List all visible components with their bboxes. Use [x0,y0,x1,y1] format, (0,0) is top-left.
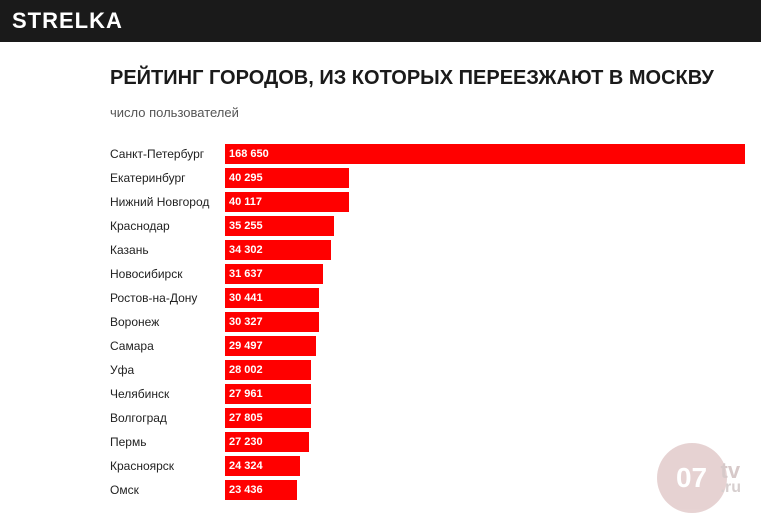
bar-row: Омск23 436 [110,478,745,502]
bar-row: Воронеж30 327 [110,310,745,334]
city-label: Санкт-Петербург [110,147,225,161]
bar-track: 27 961 [225,384,745,404]
bar-row: Казань34 302 [110,238,745,262]
bar-value: 40 117 [225,196,262,208]
bar: 40 295 [225,168,349,188]
city-label: Челябинск [110,387,225,401]
chart-title: РЕЙТИНГ ГОРОДОВ, ИЗ КОТОРЫХ ПЕРЕЕЗЖАЮТ В… [110,66,745,91]
bar-value: 27 230 [225,436,263,448]
city-label: Волгоград [110,411,225,425]
bar: 35 255 [225,216,334,236]
bar-track: 35 255 [225,216,745,236]
header-bar: STRELKA [0,0,761,42]
bar-track: 168 650 [225,144,745,164]
bar: 29 497 [225,336,316,356]
bar-track: 40 295 [225,168,745,188]
bar-row: Пермь27 230 [110,430,745,454]
bar-row: Уфа28 002 [110,358,745,382]
bar: 34 302 [225,240,331,260]
bar-value: 27 805 [225,412,263,424]
city-label: Краснодар [110,219,225,233]
bar: 168 650 [225,144,745,164]
bar-rows-container: Санкт-Петербург168 650Екатеринбург40 295… [110,142,745,502]
bar-track: 30 441 [225,288,745,308]
city-label: Нижний Новгород [110,195,225,209]
bar-track: 29 497 [225,336,745,356]
bar: 27 230 [225,432,309,452]
city-label: Омск [110,483,225,497]
bar-track: 30 327 [225,312,745,332]
bar-track: 31 637 [225,264,745,284]
bar-row: Челябинск27 961 [110,382,745,406]
bar: 27 805 [225,408,311,428]
bar: 28 002 [225,360,311,380]
brand-logo: STRELKA [12,8,749,34]
bar-track: 34 302 [225,240,745,260]
bar-value: 31 637 [225,268,263,280]
city-label: Новосибирск [110,267,225,281]
bar-value: 30 327 [225,316,263,328]
city-label: Самара [110,339,225,353]
bar-row: Краснодар35 255 [110,214,745,238]
bar-row: Красноярск24 324 [110,454,745,478]
main-content: РЕЙТИНГ ГОРОДОВ, ИЗ КОТОРЫХ ПЕРЕЕЗЖАЮТ В… [0,42,761,502]
bar-value: 28 002 [225,364,263,376]
bar-row: Самара29 497 [110,334,745,358]
bar-value: 34 302 [225,244,263,256]
bar-track: 24 324 [225,456,745,476]
bar-track: 40 117 [225,192,745,212]
bar-value: 23 436 [225,484,263,496]
bar: 31 637 [225,264,323,284]
city-label: Екатеринбург [110,171,225,185]
bar-track: 27 230 [225,432,745,452]
bar-row: Новосибирск31 637 [110,262,745,286]
bar: 30 327 [225,312,319,332]
bar-value: 30 441 [225,292,263,304]
bar: 30 441 [225,288,319,308]
bar-value: 40 295 [225,172,263,184]
bar: 40 117 [225,192,349,212]
bar-row: Санкт-Петербург168 650 [110,142,745,166]
bar-track: 28 002 [225,360,745,380]
bar-row: Нижний Новгород40 117 [110,190,745,214]
city-label: Красноярск [110,459,225,473]
bar-track: 27 805 [225,408,745,428]
bar-value: 168 650 [225,148,269,160]
city-label: Ростов-на-Дону [110,291,225,305]
bar-row: Волгоград27 805 [110,406,745,430]
city-label: Воронеж [110,315,225,329]
city-label: Казань [110,243,225,257]
city-label: Пермь [110,435,225,449]
bar-row: Екатеринбург40 295 [110,166,745,190]
bar: 23 436 [225,480,297,500]
bar: 24 324 [225,456,300,476]
bar-value: 27 961 [225,388,263,400]
city-label: Уфа [110,363,225,377]
bar-row: Ростов-на-Дону30 441 [110,286,745,310]
bar-value: 24 324 [225,460,263,472]
bar-value: 29 497 [225,340,263,352]
bar: 27 961 [225,384,311,404]
bar-track: 23 436 [225,480,745,500]
chart-subtitle: число пользователей [110,105,745,120]
bar-value: 35 255 [225,220,263,232]
